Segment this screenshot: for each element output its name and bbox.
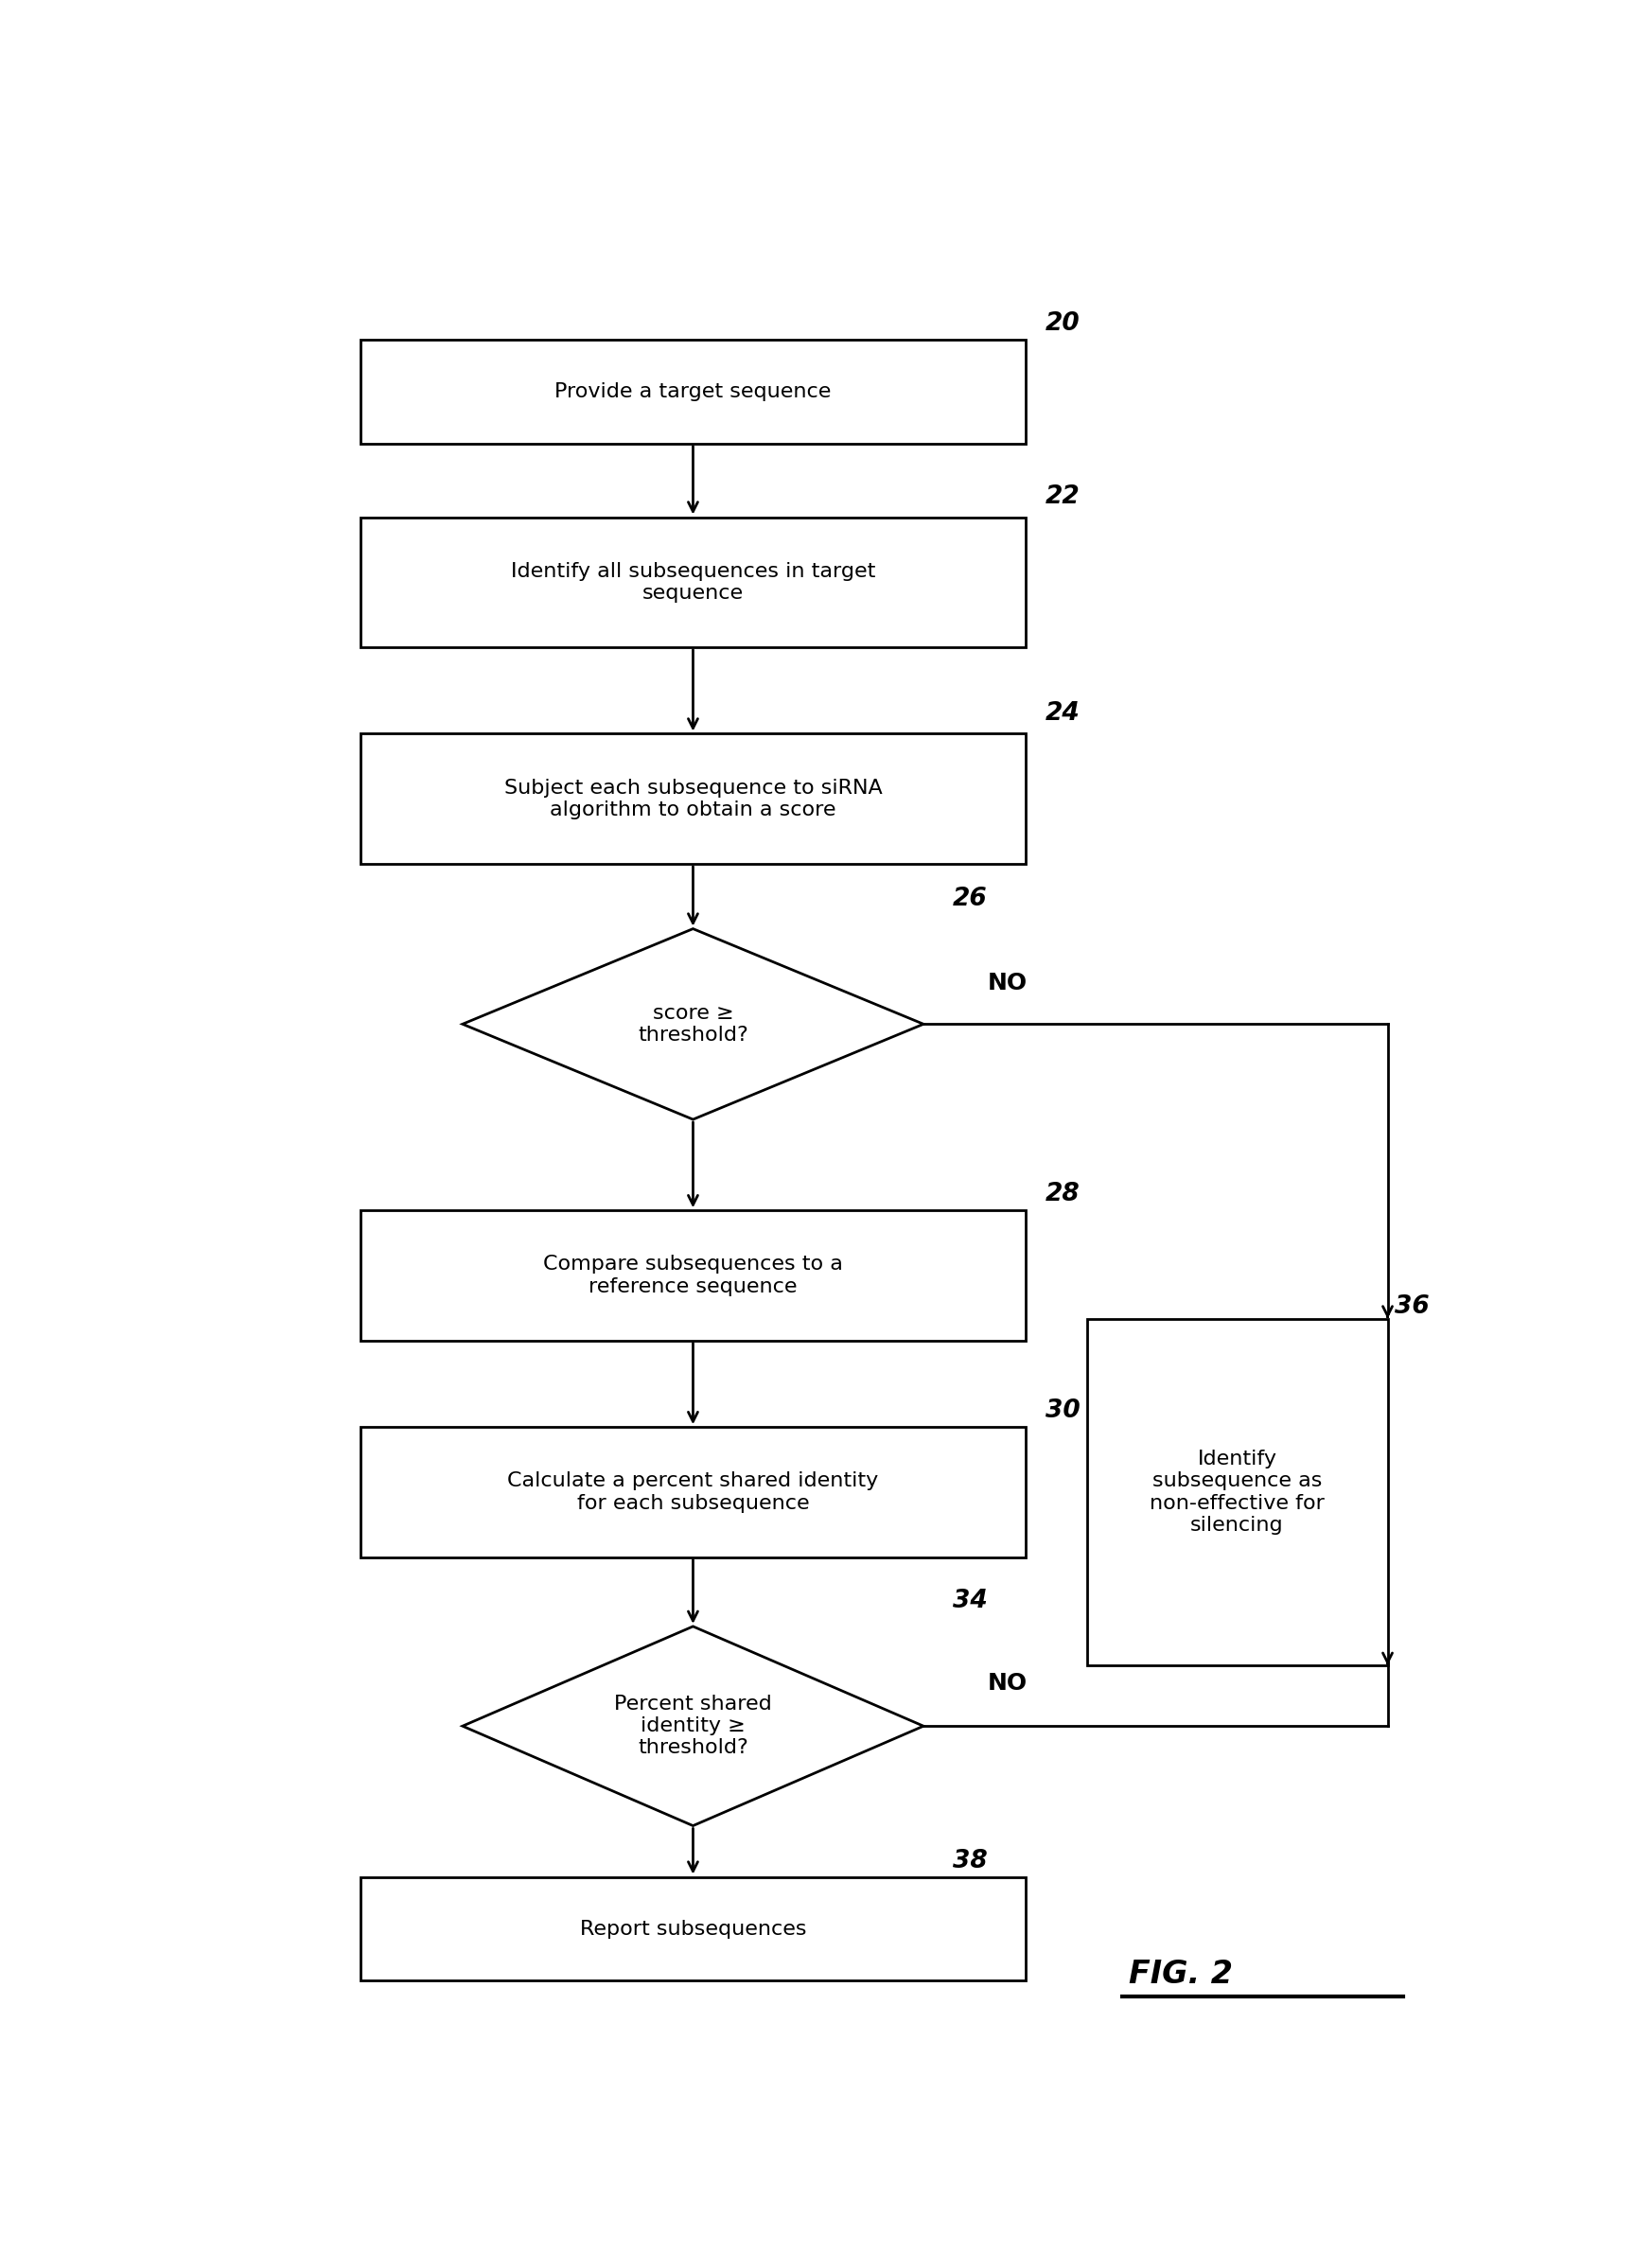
Polygon shape bbox=[463, 1627, 923, 1826]
Text: Subject each subsequence to siRNA
algorithm to obtain a score: Subject each subsequence to siRNA algori… bbox=[504, 779, 882, 819]
Text: score ≥
threshold?: score ≥ threshold? bbox=[638, 1004, 748, 1044]
Text: Identify
subsequence as
non-effective for
silencing: Identify subsequence as non-effective fo… bbox=[1150, 1450, 1325, 1535]
Text: NO: NO bbox=[988, 972, 1028, 995]
FancyBboxPatch shape bbox=[360, 340, 1026, 443]
Text: 30: 30 bbox=[1046, 1398, 1080, 1423]
Text: FIG. 2: FIG. 2 bbox=[1128, 1958, 1232, 1990]
Text: Report subsequences: Report subsequences bbox=[580, 1920, 806, 1938]
Text: Percent shared
identity ≥
threshold?: Percent shared identity ≥ threshold? bbox=[615, 1695, 771, 1758]
FancyBboxPatch shape bbox=[360, 1427, 1026, 1558]
FancyBboxPatch shape bbox=[1087, 1319, 1388, 1666]
Text: 38: 38 bbox=[953, 1848, 988, 1873]
Text: Identify all subsequences in target
sequence: Identify all subsequences in target sequ… bbox=[510, 563, 876, 603]
Polygon shape bbox=[463, 930, 923, 1119]
Text: 22: 22 bbox=[1046, 484, 1080, 509]
Text: Compare subsequences to a
reference sequence: Compare subsequences to a reference sequ… bbox=[544, 1256, 843, 1297]
FancyBboxPatch shape bbox=[360, 1211, 1026, 1339]
Text: 20: 20 bbox=[1046, 311, 1080, 335]
Text: Provide a target sequence: Provide a target sequence bbox=[555, 383, 831, 401]
Text: NO: NO bbox=[988, 1672, 1028, 1695]
FancyBboxPatch shape bbox=[360, 1877, 1026, 1981]
Text: 26: 26 bbox=[953, 887, 988, 912]
Text: 24: 24 bbox=[1046, 702, 1080, 727]
FancyBboxPatch shape bbox=[360, 734, 1026, 864]
Text: 36: 36 bbox=[1394, 1294, 1429, 1319]
Text: Calculate a percent shared identity
for each subsequence: Calculate a percent shared identity for … bbox=[507, 1472, 879, 1513]
FancyBboxPatch shape bbox=[360, 518, 1026, 646]
Text: 34: 34 bbox=[953, 1589, 988, 1614]
Text: 28: 28 bbox=[1046, 1182, 1080, 1207]
